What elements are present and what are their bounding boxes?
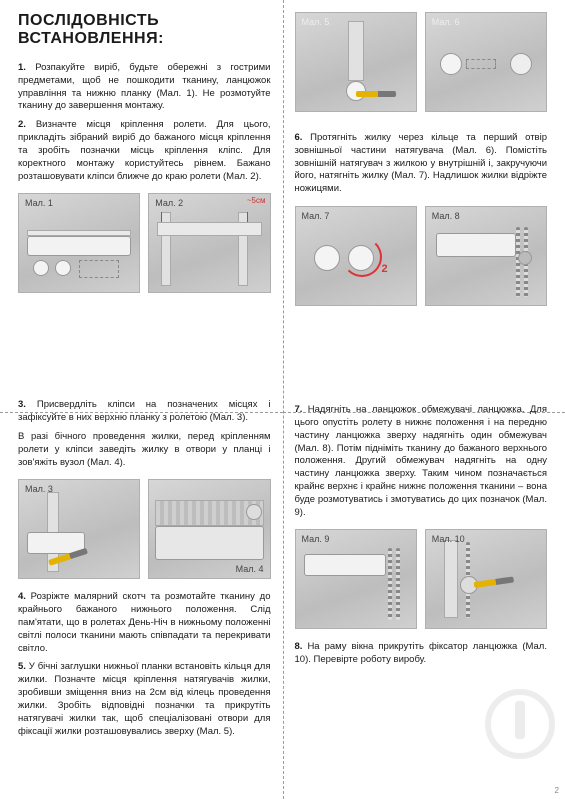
figure-5-label: Мал. 5 <box>302 17 330 27</box>
step-1-num: 1. <box>18 62 26 73</box>
figure-7-label: Мал. 7 <box>302 211 330 221</box>
figure-2: Мал. 2 ~5см <box>148 193 270 293</box>
figure-8-label: Мал. 8 <box>432 211 460 221</box>
step-8-text: На раму вікна прикрутіть фіксатор ланцюж… <box>295 641 548 665</box>
figure-6: Мал. 6 <box>425 12 547 112</box>
step-3b: В разі бічного проведення жилки, перед к… <box>18 431 271 469</box>
step-2-num: 2. <box>18 119 26 130</box>
figure-10: Мал. 10 <box>425 529 547 629</box>
figure-9: Мал. 9 <box>295 529 417 629</box>
right-column: Мал. 5 Мал. 6 6. Протягніть жилку через … <box>283 0 565 799</box>
figure-1: Мал. 1 <box>18 193 140 293</box>
step-3: 3. Присвердліть кліпси на позначених міс… <box>18 399 271 425</box>
step-6: 6. Протягніть жилку через кільце та перш… <box>295 124 548 196</box>
step-3-num: 3. <box>18 399 26 410</box>
figure-9-label: Мал. 9 <box>302 534 330 544</box>
step-5: 5. У бічні заглушки нижньої планки встан… <box>18 661 271 738</box>
figure-4-label: Мал. 4 <box>236 564 264 574</box>
figure-3-label: Мал. 3 <box>25 484 53 494</box>
watermark-icon <box>485 689 555 759</box>
step-4-num: 4. <box>18 591 26 602</box>
step-6-text: Протягніть жилку через кільце та перший … <box>295 132 548 194</box>
step-7: 7. Надягніть на ланцюжок обмежувачі ланц… <box>295 404 548 519</box>
step-5-num: 5. <box>18 661 26 672</box>
step-8: 8. На раму вікна прикрутіть фіксатор лан… <box>295 641 548 667</box>
figure-5: Мал. 5 <box>295 12 417 112</box>
fig-row-7-8: Мал. 7 2 Мал. 8 <box>295 206 548 306</box>
fig-row-3-4: Мал. 3 Мал. 4 <box>18 479 271 579</box>
step-3-text: Присвердліть кліпси на позначених місцях… <box>18 399 271 423</box>
step-2-text: Визначте місця кріплення ролети. Для цьо… <box>18 119 271 181</box>
figure-2-label: Мал. 2 <box>155 198 183 208</box>
page-title: ПОСЛІДОВНІСТЬ ВСТАНОВЛЕННЯ: <box>18 12 271 48</box>
figure-1-label: Мал. 1 <box>25 198 53 208</box>
instruction-page: ПОСЛІДОВНІСТЬ ВСТАНОВЛЕННЯ: 1. Розпакуйт… <box>0 0 565 799</box>
page-number: 2 <box>555 786 559 795</box>
step-2: 2. Визначте місця кріплення ролети. Для … <box>18 119 271 183</box>
figure-3: Мал. 3 <box>18 479 140 579</box>
fig-row-5-6: Мал. 5 Мал. 6 <box>295 12 548 112</box>
figure-8: Мал. 8 <box>425 206 547 306</box>
figure-10-label: Мал. 10 <box>432 534 465 544</box>
step-4: 4. Розріжте малярний скотч та розмотайте… <box>18 591 271 655</box>
fig-row-9-10: Мал. 9 Мал. 10 <box>295 529 548 629</box>
step-1-text: Розпакуйте виріб, будьте обережні з гост… <box>18 62 271 111</box>
step-7-text: Надягніть на ланцюжок обмежувачі ланцюжк… <box>295 404 548 518</box>
figure-6-label: Мал. 6 <box>432 17 460 27</box>
fig-row-1-2: Мал. 1 Мал. 2 ~5см <box>18 193 271 293</box>
figure-7-number: 2 <box>382 263 388 275</box>
figure-7: Мал. 7 2 <box>295 206 417 306</box>
step-4-text: Розріжте малярний скотч та розмотайте тк… <box>18 591 271 653</box>
step-5-text: У бічні заглушки нижньої планки встанові… <box>18 661 271 736</box>
figure-4: Мал. 4 <box>148 479 270 579</box>
figure-2-offset: ~5см <box>247 196 266 205</box>
step-1: 1. Розпакуйте виріб, будьте обережні з г… <box>18 62 271 113</box>
left-column: ПОСЛІДОВНІСТЬ ВСТАНОВЛЕННЯ: 1. Розпакуйт… <box>0 0 283 799</box>
